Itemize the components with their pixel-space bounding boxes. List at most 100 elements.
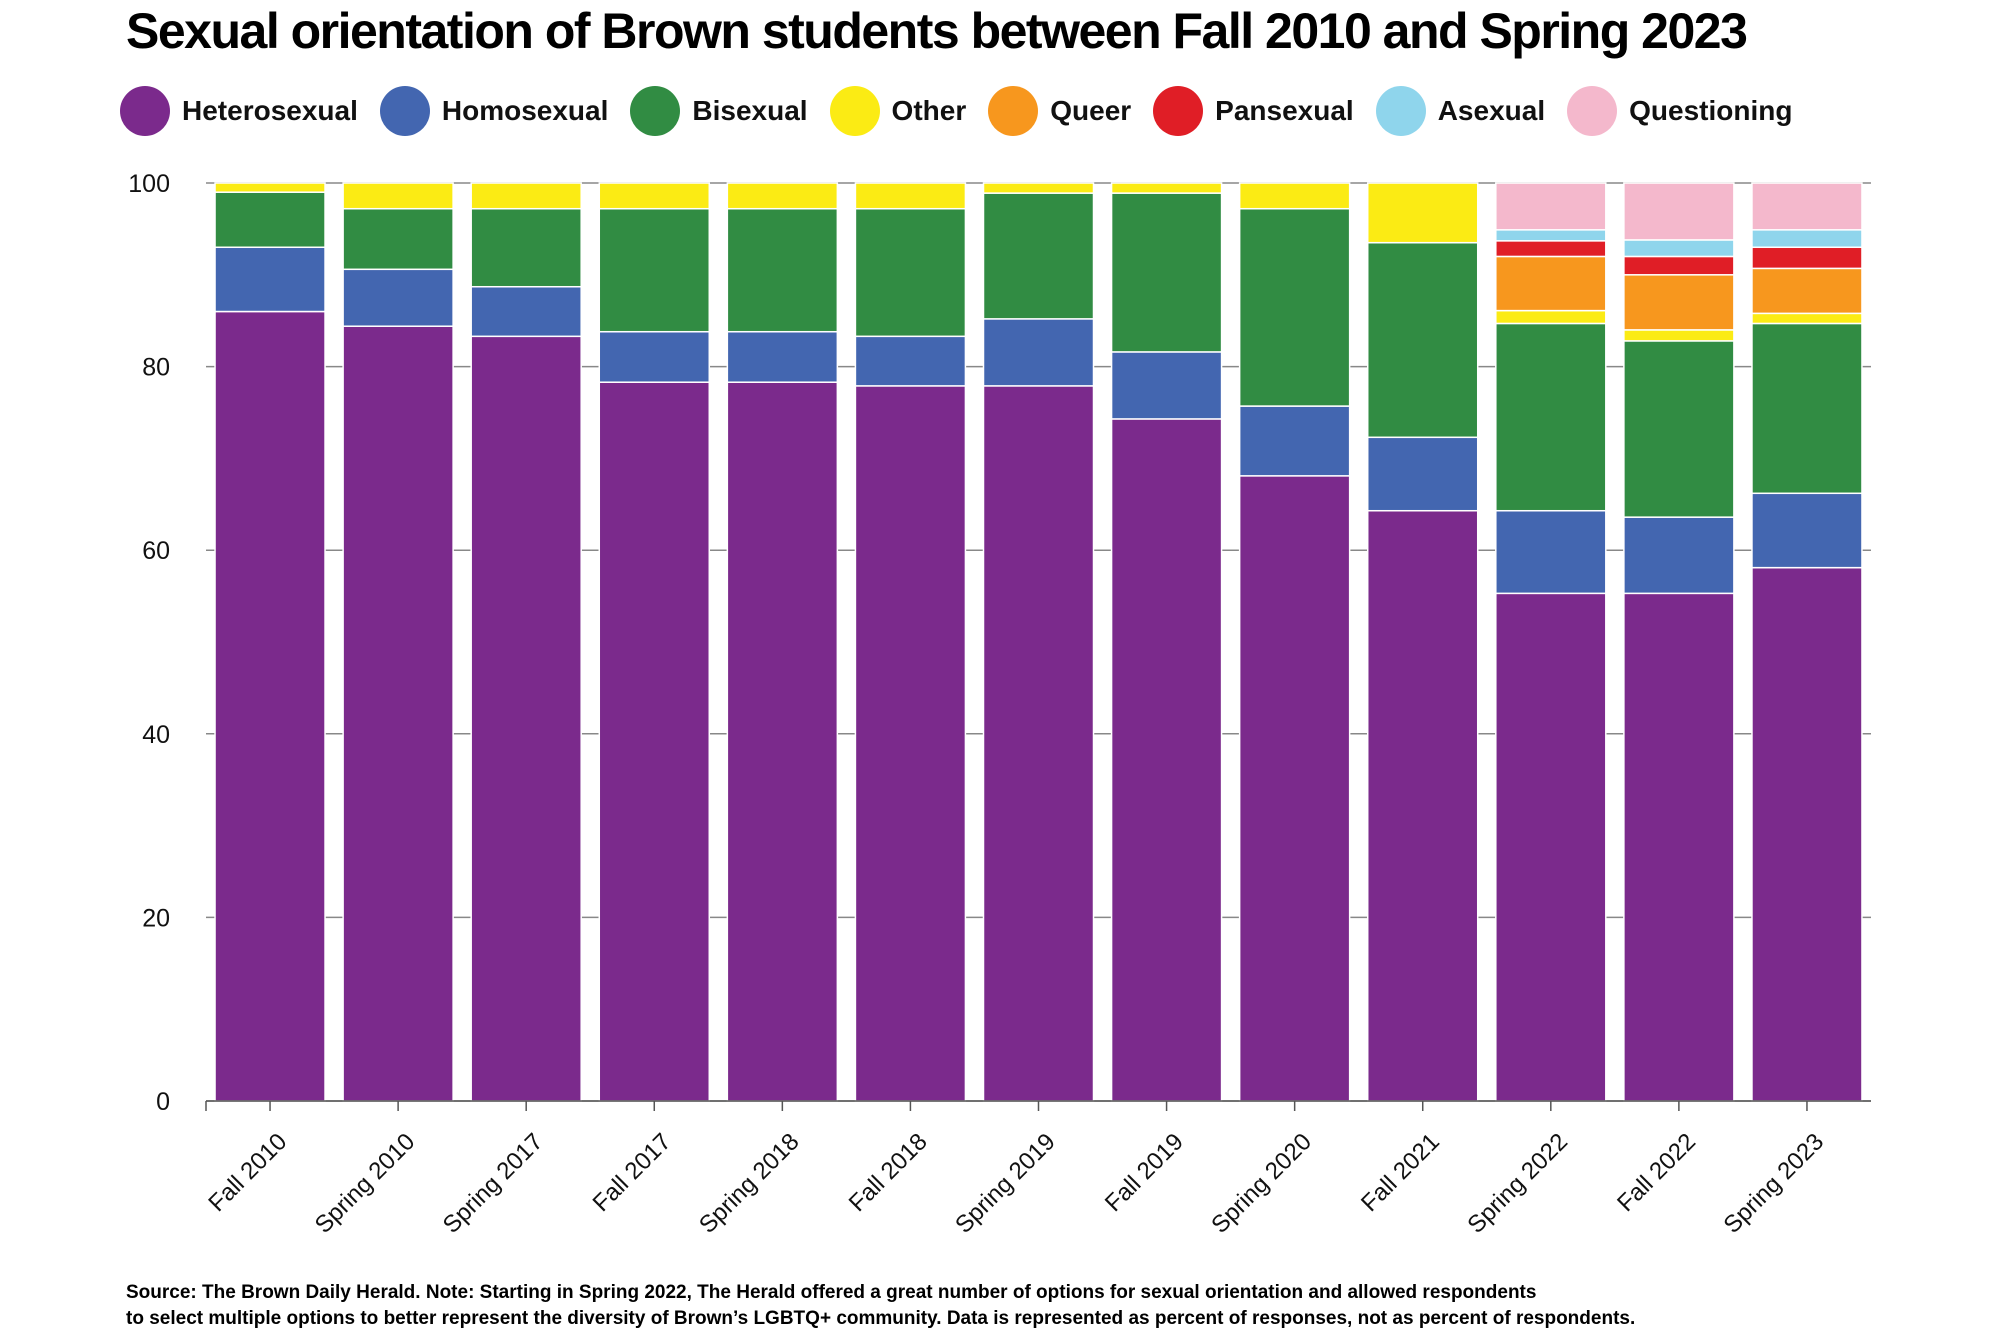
- bar-segment-heterosexual: [1238, 475, 1351, 1102]
- bar-segment-other: [214, 182, 326, 193]
- bar-segment-homosexual: [1366, 436, 1479, 512]
- bar-segment-heterosexual: [342, 325, 454, 1102]
- legend-swatch: [630, 86, 681, 136]
- bar-segment-other: [1623, 329, 1735, 342]
- note-line: Source: The Brown Daily Herald. Note: St…: [126, 1282, 1537, 1303]
- x-tick-label: Fall 2021: [1356, 1128, 1445, 1217]
- y-tick-label: 0: [156, 1088, 170, 1116]
- x-tick-label: Spring 2010: [310, 1128, 421, 1239]
- bar-segment-other: [854, 182, 967, 210]
- legend-label: Pansexual: [1215, 95, 1354, 126]
- bar-segment-bisexual: [470, 207, 582, 288]
- chart-title: Sexual orientation of Brown students bet…: [126, 3, 1748, 59]
- legend-label: Other: [891, 95, 967, 126]
- bar-segment-other: [1751, 312, 1863, 325]
- legend-item: Queer: [988, 86, 1131, 136]
- bar-segment-pansexual: [1623, 255, 1735, 276]
- bar-segment-homosexual: [1110, 351, 1223, 420]
- bar-segment-pansexual: [1751, 246, 1863, 270]
- legend-label: Questioning: [1629, 95, 1793, 126]
- bar-segment-homosexual: [214, 246, 326, 313]
- bar-segment-other: [470, 182, 582, 210]
- bar-segment-heterosexual: [1110, 418, 1223, 1102]
- bar-segment-bisexual: [342, 207, 454, 271]
- bar-segment-bisexual: [854, 207, 967, 338]
- bar-segment-pansexual: [1495, 240, 1607, 258]
- bar-segment-other: [726, 182, 839, 210]
- legend-item: Other: [829, 86, 967, 136]
- bar-segment-heterosexual: [598, 381, 711, 1102]
- bar-segment-heterosexual: [214, 310, 326, 1102]
- bar-segment-other: [342, 182, 454, 210]
- bar-segment-bisexual: [214, 191, 326, 249]
- bar-segment-bisexual: [982, 192, 1095, 320]
- bar-segment-homosexual: [726, 330, 839, 383]
- y-tick-label: 20: [142, 904, 170, 932]
- legend-item: Asexual: [1375, 86, 1546, 136]
- y-tick-label: 80: [142, 354, 170, 382]
- legend-item: Homosexual: [379, 86, 609, 136]
- bar-segment-homosexual: [1623, 516, 1735, 595]
- bar-segment-homosexual: [1238, 405, 1351, 477]
- x-tick-label: Fall 2019: [1100, 1128, 1189, 1217]
- bar-segment-heterosexual: [1495, 592, 1607, 1102]
- legend-swatch: [379, 86, 430, 136]
- legend-swatch: [829, 86, 880, 136]
- x-tick-label: Fall 2022: [1612, 1128, 1701, 1217]
- x-tick-label: Spring 2023: [1719, 1128, 1830, 1239]
- bar-segment-heterosexual: [470, 335, 582, 1102]
- bar-segment-bisexual: [1751, 322, 1863, 495]
- bar-segment-bisexual: [1495, 322, 1607, 512]
- bar-segment-bisexual: [1623, 340, 1735, 518]
- bar-segment-asexual: [1623, 239, 1735, 258]
- legend-label: Bisexual: [692, 95, 808, 126]
- legend-item: Heterosexual: [120, 86, 358, 136]
- legend-swatch: [988, 86, 1039, 136]
- source-note: Source: The Brown Daily Herald. Note: St…: [126, 1280, 1635, 1332]
- legend: Heterosexual Homosexual Bisexual Other Queer…: [120, 86, 1814, 136]
- legend-item: Pansexual: [1153, 86, 1354, 136]
- bar-segment-bisexual: [726, 207, 839, 333]
- bar-segment-queer: [1495, 255, 1607, 312]
- bar-segment-heterosexual: [1366, 509, 1479, 1102]
- x-tick-label: Fall 2017: [588, 1128, 677, 1217]
- x-tick-label: Spring 2017: [438, 1128, 549, 1239]
- y-tick-label: 60: [142, 537, 170, 565]
- x-tick-label: Spring 2020: [1206, 1128, 1317, 1239]
- bar-segment-questioning: [1495, 182, 1607, 231]
- bar-segment-other: [982, 182, 1095, 194]
- bar-segment-bisexual: [1238, 207, 1351, 407]
- x-tick-label: Fall 2010: [203, 1128, 292, 1217]
- bar-segment-bisexual: [598, 207, 711, 333]
- x-tick-label: Spring 2019: [950, 1128, 1061, 1239]
- legend-swatch: [1375, 86, 1426, 136]
- legend-label: Homosexual: [441, 95, 609, 126]
- bar-segment-heterosexual: [982, 385, 1095, 1102]
- legend-item: Bisexual: [630, 86, 808, 136]
- bar-segment-heterosexual: [726, 381, 839, 1102]
- legend-label: Heterosexual: [182, 95, 358, 126]
- bar-segment-other: [1366, 182, 1479, 244]
- legend-swatch: [1567, 86, 1618, 136]
- x-tick-label: Spring 2022: [1462, 1128, 1573, 1239]
- legend-swatch: [120, 86, 170, 136]
- bar-segment-other: [1495, 309, 1607, 325]
- bar-segment-homosexual: [342, 268, 454, 327]
- legend-label: Asexual: [1437, 95, 1546, 126]
- x-tick-label: Spring 2018: [694, 1128, 805, 1239]
- legend-item: Questioning: [1567, 86, 1792, 136]
- bar-segment-queer: [1751, 267, 1863, 315]
- bar-segment-homosexual: [470, 285, 582, 338]
- bar-segment-heterosexual: [854, 385, 967, 1102]
- bar-segment-homosexual: [854, 335, 967, 387]
- y-tick-label: 40: [142, 721, 170, 749]
- bar-segment-questioning: [1751, 182, 1863, 231]
- bar-segment-homosexual: [982, 318, 1095, 387]
- bar-segment-asexual: [1495, 229, 1607, 242]
- bar-segment-other: [598, 182, 711, 210]
- bar-segment-bisexual: [1110, 192, 1223, 353]
- bar-segment-homosexual: [1495, 509, 1607, 595]
- bar-segment-bisexual: [1366, 241, 1479, 439]
- bar-segment-heterosexual: [1623, 592, 1735, 1102]
